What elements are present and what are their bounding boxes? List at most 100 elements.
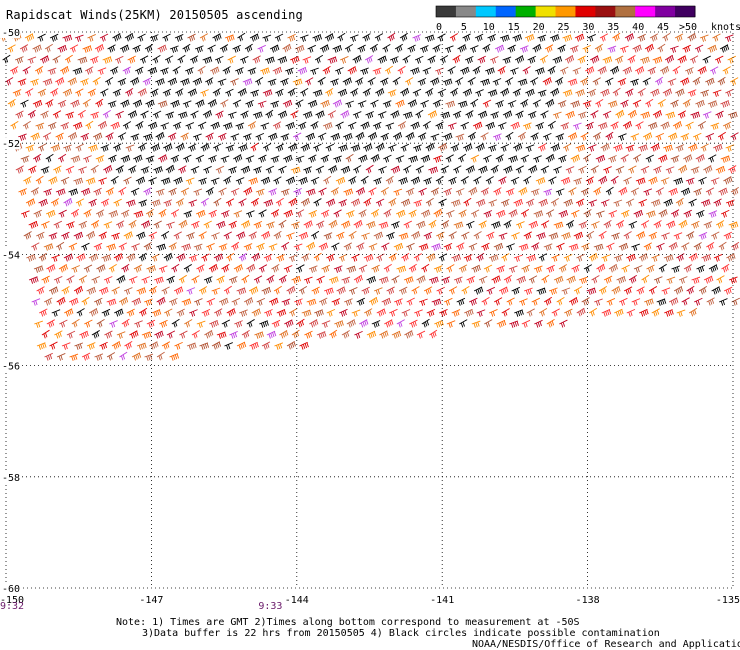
- wind-barb: [102, 109, 111, 119]
- wind-barb: [510, 121, 520, 130]
- wind-barb: [488, 254, 499, 262]
- wind-barb: [581, 297, 590, 306]
- wind-barb: [499, 34, 510, 42]
- wind-barb: [287, 33, 296, 42]
- wind-barb: [517, 131, 526, 141]
- wind-barb: [301, 253, 310, 262]
- wind-barb: [110, 175, 119, 185]
- wind-barb: [422, 120, 431, 130]
- wind-barb: [601, 308, 612, 317]
- wind-barb: [252, 111, 263, 119]
- wind-barb: [249, 341, 259, 350]
- legend-swatch: [595, 6, 616, 17]
- wind-barb: [152, 55, 161, 64]
- wind-barb: [500, 143, 510, 152]
- wind-barb: [482, 99, 492, 108]
- wind-barb: [386, 232, 395, 240]
- wind-barb: [317, 76, 326, 86]
- wind-barb: [501, 308, 510, 317]
- wind-barb: [243, 186, 253, 196]
- wind-barb: [707, 44, 717, 53]
- wind-barb: [428, 219, 437, 229]
- wind-barb: [617, 133, 627, 141]
- wind-barb: [31, 298, 41, 306]
- wind-barb: [303, 276, 313, 284]
- wind-barb: [548, 176, 557, 185]
- wind-barb: [200, 89, 209, 97]
- wind-barb: [108, 210, 119, 218]
- wind-barb: [258, 154, 267, 163]
- wind-barb: [376, 308, 386, 317]
- wind-barb: [650, 199, 661, 207]
- wind-barb: [584, 66, 595, 75]
- wind-barb: [420, 100, 429, 108]
- wind-barb: [408, 209, 417, 218]
- wind-barb: [142, 77, 152, 86]
- wind-barb: [170, 209, 180, 218]
- wind-barb: [277, 110, 288, 119]
- wind-barb: [471, 320, 481, 328]
- lon-tick-label: -150: [0, 595, 24, 606]
- wind-barb: [585, 176, 595, 185]
- wind-barb: [599, 33, 609, 42]
- wind-barb: [512, 143, 523, 152]
- wind-barb: [112, 143, 122, 152]
- wind-barb: [404, 330, 414, 339]
- wind-barb: [452, 54, 461, 64]
- wind-barb: [130, 77, 140, 86]
- wind-barb: [258, 264, 268, 273]
- wind-barb: [267, 78, 277, 86]
- wind-barb: [209, 319, 219, 328]
- wind-barb: [262, 89, 273, 97]
- wind-barb: [42, 132, 52, 141]
- wind-barb: [436, 286, 445, 295]
- wind-barb: [248, 177, 258, 185]
- wind-barb: [100, 198, 110, 207]
- wind-barb: [335, 121, 344, 130]
- wind-barb: [332, 45, 343, 53]
- wind-barb: [289, 308, 298, 317]
- wind-barb: [431, 243, 441, 251]
- wind-barb: [502, 110, 513, 119]
- wind-barb: [128, 219, 137, 229]
- wind-barb: [553, 221, 564, 229]
- wind-barb: [625, 198, 635, 207]
- wind-barb: [163, 199, 173, 207]
- wind-barb: [85, 177, 96, 185]
- wind-barb: [228, 276, 238, 284]
- wind-barb: [88, 198, 97, 207]
- wind-barb: [543, 296, 553, 306]
- wind-barb: [537, 143, 547, 152]
- wind-barb: [166, 330, 176, 339]
- wind-barb: [39, 55, 50, 64]
- wind-barb: [471, 264, 481, 273]
- wind-barb: [507, 100, 517, 108]
- wind-barb: [298, 176, 308, 185]
- wind-barb: [38, 252, 47, 262]
- wind-barb: [665, 111, 676, 119]
- wind-barb: [380, 187, 389, 196]
- legend-tick-label: 15: [508, 22, 520, 33]
- wind-barb: [286, 232, 295, 240]
- wind-barb: [368, 296, 379, 306]
- wind-barb: [17, 78, 27, 86]
- wind-barb: [51, 254, 61, 262]
- wind-barb: [594, 298, 603, 306]
- wind-barb: [467, 131, 476, 141]
- wind-barb: [403, 165, 412, 174]
- wind-barb: [352, 54, 362, 64]
- wind-barb: [483, 264, 493, 273]
- wind-barb: [92, 76, 101, 86]
- wind-barb: [143, 241, 152, 251]
- wind-barb: [627, 55, 636, 64]
- wind-barb: [266, 221, 275, 229]
- wind-barb: [351, 309, 361, 317]
- wind-barb: [440, 165, 450, 174]
- wind-barb: [520, 154, 530, 163]
- wind-barb: [453, 165, 462, 174]
- wind-barb: [506, 297, 515, 306]
- wind-barb: [583, 153, 592, 163]
- wind-barb: [691, 220, 700, 229]
- wind-barb: [276, 254, 285, 262]
- wind-barb: [76, 253, 86, 262]
